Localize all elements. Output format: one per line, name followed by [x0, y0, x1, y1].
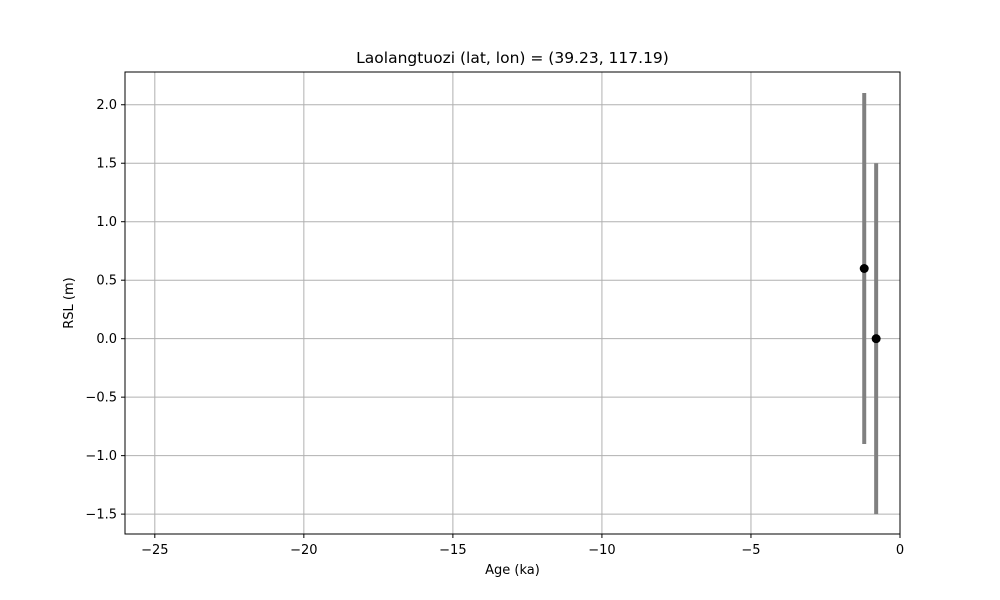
x-tick-label: 0 — [896, 543, 904, 558]
x-tick-label: −10 — [588, 543, 615, 558]
x-tick-label: −5 — [741, 543, 760, 558]
x-tick-label: −20 — [290, 543, 317, 558]
y-axis-label: RSL (m) — [62, 277, 77, 328]
y-tick-label: −1.5 — [85, 508, 117, 523]
y-tick-label: −0.5 — [85, 391, 117, 406]
y-tick-label: −1.0 — [85, 449, 117, 464]
y-tick-label: 0.5 — [96, 274, 117, 289]
x-tick-label: −25 — [141, 543, 168, 558]
plot-frame — [124, 71, 901, 535]
x-tick-label: −15 — [439, 543, 466, 558]
y-tick-label: 0.0 — [96, 332, 117, 347]
y-tick-label: 1.0 — [96, 215, 117, 230]
y-tick-label: 1.5 — [96, 157, 117, 172]
x-axis-label: Age (ka) — [485, 563, 540, 578]
data-point — [859, 263, 869, 273]
axis-ticks: −25 −20 −15 −10 −5 0 −1.5 −1.0 −0.5 0.0 0.5 1.0 1.5 2… — [85, 98, 904, 558]
data-point — [871, 334, 881, 344]
data-series — [859, 93, 881, 515]
chart-title: Laolangtuozi (lat, lon) = (39.23, 117.19… — [356, 49, 669, 67]
y-tick-label: 2.0 — [96, 98, 117, 113]
